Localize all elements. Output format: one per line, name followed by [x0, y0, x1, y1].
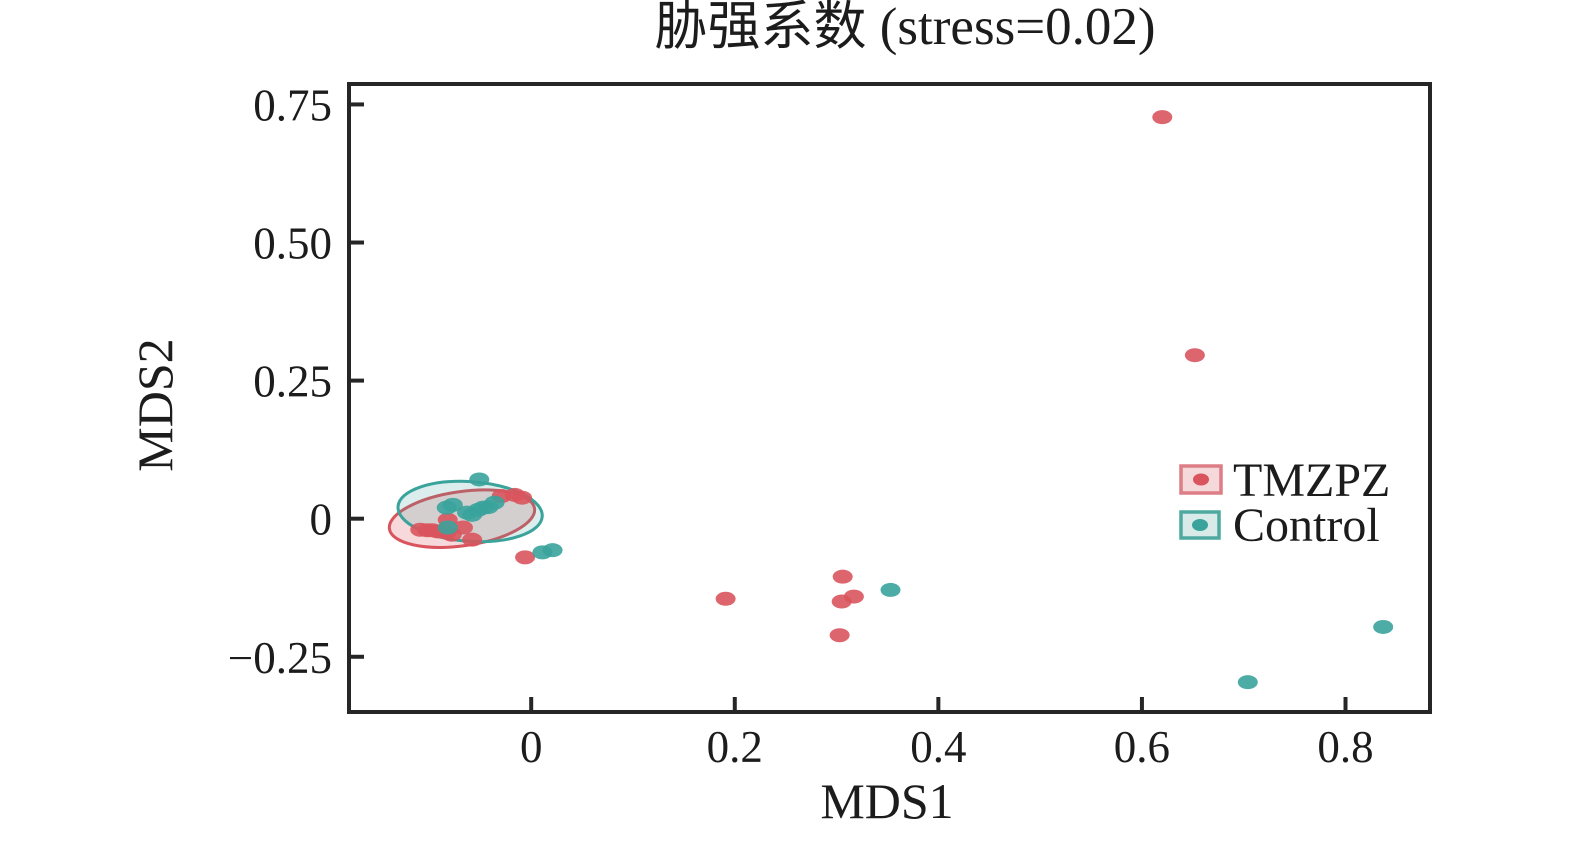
legend-label-tmzpz: TMZPZ	[1233, 454, 1390, 507]
legend: TMZPZ Control	[1179, 454, 1390, 552]
x-tick-label: 0.4	[910, 722, 966, 772]
plot-border	[347, 82, 1432, 714]
tmzpz-swatch-dot-icon	[1193, 473, 1209, 486]
axis-ticks	[349, 102, 1348, 712]
y-axis-label: MDS2	[127, 338, 183, 471]
tmzpz-point	[462, 532, 483, 547]
control-point	[442, 497, 463, 512]
control-point	[1373, 619, 1394, 634]
tmzpz-point	[829, 628, 850, 643]
y-tick-label: 0.50	[253, 219, 332, 269]
legend-label-control: Control	[1233, 499, 1380, 552]
x-tick-label: 0.2	[707, 722, 763, 772]
control-point	[484, 495, 505, 510]
control-point	[469, 472, 490, 487]
tmzpz-point	[515, 550, 536, 565]
axis-tick-labels: 0 0.2 0.4 0.6 0.8 −0.25 0 0.25 0.50 0.75	[228, 80, 1374, 772]
x-tick-label: 0.8	[1317, 722, 1373, 772]
plot-frame	[347, 82, 1432, 714]
x-axis-label: MDS1	[820, 773, 953, 829]
tmzpz-point	[1184, 348, 1205, 363]
tmzpz-point	[512, 490, 533, 505]
y-tick-label: −0.25	[228, 633, 332, 683]
control-point	[437, 520, 458, 535]
control-swatch-dot-icon	[1192, 519, 1208, 531]
tmzpz-point	[832, 569, 853, 584]
control-point	[1237, 675, 1258, 690]
x-tick-label: 0.6	[1114, 722, 1170, 772]
legend-item-tmzpz: TMZPZ	[1179, 454, 1390, 507]
control-point	[880, 582, 901, 597]
y-tick-label: 0.75	[253, 80, 332, 130]
tmzpz-point	[453, 520, 474, 535]
y-tick-label: 0	[310, 495, 333, 545]
control-point	[542, 543, 563, 558]
scatter-points	[410, 110, 1394, 690]
tmzpz-point	[831, 594, 852, 609]
x-tick-label: 0	[520, 722, 543, 772]
tmzpz-point	[1152, 110, 1173, 125]
tmzpz-point	[715, 591, 736, 606]
y-tick-label: 0.25	[253, 357, 332, 407]
chart-title: 胁强系数 (stress=0.02)	[655, 0, 1156, 56]
legend-item-control: Control	[1179, 499, 1380, 552]
